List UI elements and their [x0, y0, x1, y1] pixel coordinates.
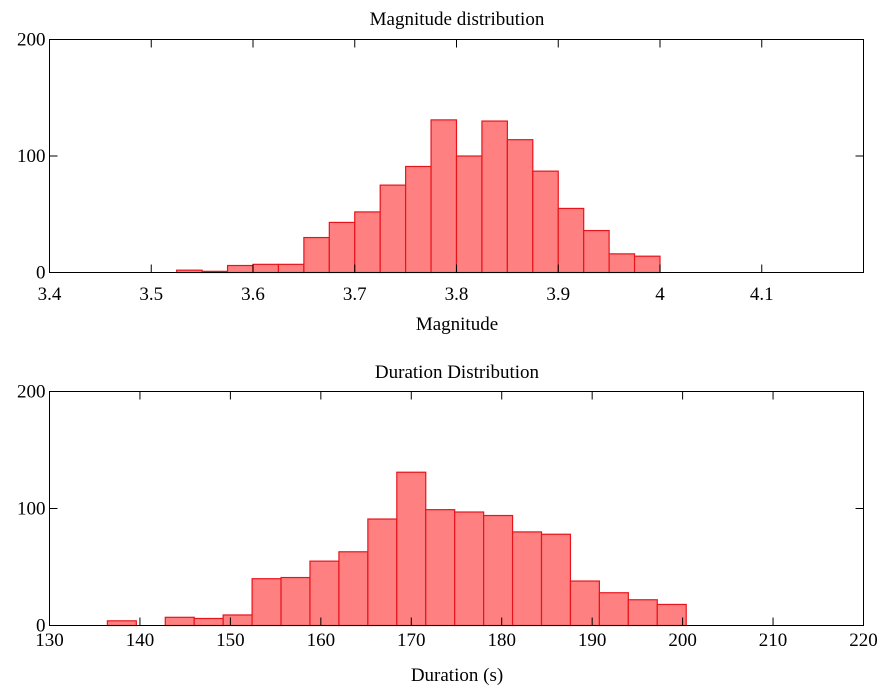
histogram-bar: [368, 519, 397, 625]
x-tick-label: 3.7: [343, 284, 367, 305]
histogram-bar: [194, 618, 223, 625]
histogram-bar: [281, 578, 310, 626]
x-axis-label: Magnitude: [416, 314, 498, 335]
histogram-bar: [584, 231, 609, 273]
x-tick-label: 220: [849, 630, 878, 651]
histogram-bar: [533, 171, 558, 272]
x-tick-label: 3.4: [38, 284, 62, 305]
x-tick-label: 3.9: [546, 284, 570, 305]
y-tick-label: 0: [36, 616, 46, 637]
histogram-bar: [558, 208, 583, 272]
histogram-bar: [457, 156, 482, 273]
bar-group: [107, 472, 686, 625]
histogram-bar: [406, 166, 431, 272]
y-tick-label: 0: [36, 263, 46, 284]
histogram-bar: [455, 512, 484, 625]
x-tick-label: 180: [487, 630, 516, 651]
histogram-bar: [628, 600, 657, 626]
x-axis-label: Duration (s): [411, 665, 503, 686]
x-tick-label: 200: [668, 630, 697, 651]
histogram-bar: [426, 510, 455, 626]
histogram-bar: [107, 621, 136, 626]
y-tick-label: 100: [17, 146, 46, 167]
y-tick-label: 200: [17, 30, 46, 51]
x-tick-label: 150: [216, 630, 245, 651]
histogram-bar: [310, 561, 339, 625]
x-tick-label: 3.5: [139, 284, 163, 305]
histogram-bar: [228, 266, 253, 273]
histogram-bar: [431, 120, 456, 273]
histogram-bar: [635, 256, 660, 272]
histogram-bar: [355, 212, 380, 273]
histogram-bar: [380, 185, 405, 272]
histogram-bar: [482, 121, 507, 272]
magnitude-histogram: Magnitude distribution 3.4 3.5 3.6 3.7 3.8 3.…: [17, 9, 864, 335]
histogram-bar: [223, 615, 252, 626]
histogram-bar: [329, 222, 354, 272]
histogram-bar: [252, 579, 281, 626]
histogram-bar: [278, 264, 303, 272]
histogram-bar: [657, 604, 686, 625]
histogram-bar: [253, 264, 278, 272]
x-tick-label: 4: [655, 284, 665, 305]
x-tick-label: 170: [397, 630, 426, 651]
histogram-bar: [507, 140, 532, 273]
x-tick-label: 140: [126, 630, 155, 651]
x-tick-label: 190: [578, 630, 607, 651]
chart-title: Magnitude distribution: [370, 9, 545, 30]
histogram-bar: [542, 534, 571, 625]
x-tick-label: 3.6: [241, 284, 265, 305]
histogram-bar: [609, 254, 634, 273]
duration-histogram: Duration Distribution 130 140 150 160 170 180…: [17, 362, 878, 686]
histogram-bar: [570, 581, 599, 625]
x-tick-label: 160: [307, 630, 336, 651]
histogram-bar: [397, 472, 426, 625]
x-tick-label: 3.8: [445, 284, 469, 305]
histogram-bar: [513, 532, 542, 626]
x-tick-label: 4.1: [750, 284, 774, 305]
chart-title: Duration Distribution: [375, 362, 540, 383]
y-tick-label: 200: [17, 382, 46, 403]
bar-group: [177, 120, 660, 273]
histogram-bar: [339, 552, 368, 626]
histogram-bar: [599, 593, 628, 626]
histogram-bar: [304, 238, 329, 273]
histogram-bar: [165, 617, 194, 625]
histogram-bar: [484, 516, 513, 626]
y-tick-label: 100: [17, 499, 46, 520]
x-tick-label: 210: [759, 630, 788, 651]
